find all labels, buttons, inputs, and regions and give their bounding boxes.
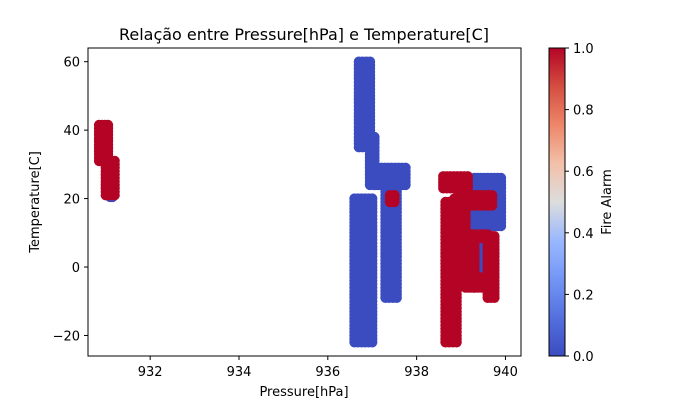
x-axis-label: Pressure[hPa] <box>259 385 348 400</box>
colorbar-tick-label: 0.2 <box>573 288 594 303</box>
colorbar-ticks: 0.0 0.2 0.4 0.6 0.8 1.0 <box>565 42 594 365</box>
y-tick-label: 60 <box>63 56 80 71</box>
x-axis: 932 934 936 938 940 <box>138 356 518 380</box>
colorbar: 0.0 0.2 0.4 0.6 0.8 1.0 Fire Alarm <box>548 42 615 365</box>
colorbar-gradient <box>548 47 566 357</box>
scatter-point <box>109 190 120 201</box>
colorbar-tick-label: 1.0 <box>573 42 594 57</box>
colorbar-tick-label: 0.8 <box>573 104 594 119</box>
x-tick-label: 934 <box>227 365 252 380</box>
x-tick-label: 938 <box>404 365 429 380</box>
scatter-point <box>391 292 402 303</box>
scatter-point <box>486 200 498 211</box>
y-axis: −20 0 20 40 60 <box>53 56 88 344</box>
scatter-point <box>480 282 491 293</box>
scatter-points <box>93 56 507 348</box>
x-tick-label: 936 <box>315 365 340 380</box>
x-tick-label: 940 <box>493 365 518 380</box>
x-tick-label: 932 <box>138 365 163 380</box>
colorbar-tick-label: 0.0 <box>573 350 594 365</box>
plot-area-frame <box>87 47 522 357</box>
scatter-point <box>400 179 411 191</box>
y-tick-label: 0 <box>72 261 80 276</box>
scatter-point <box>495 220 507 232</box>
colorbar-tick-label: 0.6 <box>573 165 594 180</box>
y-axis-label: Temperature[C] <box>28 151 43 254</box>
scatter-point <box>489 292 500 303</box>
scatter-point <box>367 337 378 348</box>
y-tick-label: −20 <box>53 329 80 344</box>
y-tick-label: 40 <box>63 124 80 139</box>
chart-title: Relação entre Pressure[hPa] e Temperatur… <box>119 25 489 44</box>
scatter-point <box>451 337 462 348</box>
colorbar-label: Fire Alarm <box>600 169 615 235</box>
y-tick-label: 20 <box>63 193 80 208</box>
colorbar-tick-label: 0.4 <box>573 227 594 242</box>
scatter-point <box>389 196 400 208</box>
